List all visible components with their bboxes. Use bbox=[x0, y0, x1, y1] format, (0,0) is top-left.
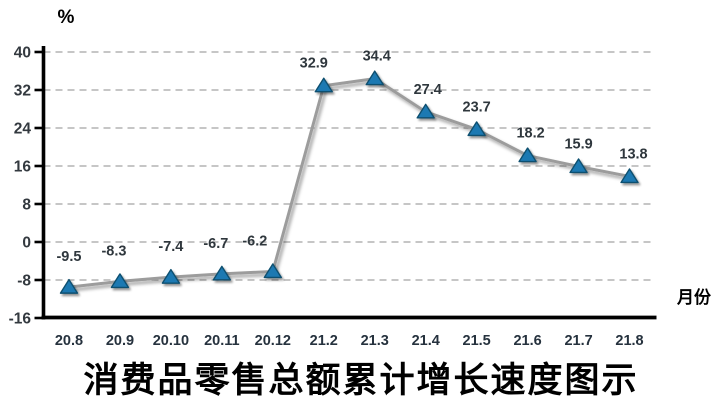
y-tick-label: 0 bbox=[22, 235, 31, 252]
x-tick-label: 20.10 bbox=[153, 333, 189, 349]
data-point-marker bbox=[314, 77, 333, 93]
x-tick-label: 20.11 bbox=[204, 333, 240, 349]
axes bbox=[34, 46, 657, 320]
x-tick-label: 21.6 bbox=[513, 333, 541, 349]
data-series-markers bbox=[59, 70, 639, 294]
y-axis-tick-labels: 40 32 24 16 8 0 -8 -16 bbox=[9, 45, 32, 328]
y-tick-label: -16 bbox=[9, 311, 32, 328]
data-label: -6.2 bbox=[242, 233, 267, 249]
data-point-marker bbox=[365, 70, 384, 86]
y-tick-label: -8 bbox=[17, 273, 31, 290]
data-point-marker bbox=[620, 168, 639, 184]
data-point-marker bbox=[467, 121, 486, 137]
x-tick-label: 21.3 bbox=[361, 333, 389, 349]
data-label: -6.7 bbox=[203, 236, 228, 252]
data-label: -8.3 bbox=[101, 243, 126, 259]
y-tick-label: 16 bbox=[14, 159, 32, 176]
data-labels: -9.5 -8.3 -7.4 -6.7 -6.2 32.9 34.4 27.4 23.7 18.2… bbox=[56, 49, 647, 266]
data-label: 32.9 bbox=[300, 56, 328, 72]
series-polyline bbox=[67, 77, 632, 289]
data-series-line bbox=[67, 77, 632, 289]
data-label: 34.4 bbox=[363, 49, 391, 65]
x-tick-label: 21.7 bbox=[564, 333, 592, 349]
x-tick-label: 21.5 bbox=[463, 333, 491, 349]
data-point-marker bbox=[110, 273, 130, 289]
x-tick-label: 21.2 bbox=[310, 333, 338, 349]
y-tick-label: 24 bbox=[14, 121, 32, 138]
x-tick-label: 21.4 bbox=[412, 333, 440, 349]
data-label: 18.2 bbox=[516, 126, 544, 142]
y-axis-unit-label: % bbox=[58, 7, 75, 28]
data-label: 15.9 bbox=[564, 136, 592, 152]
x-tick-label: 20.9 bbox=[106, 333, 134, 349]
data-point-marker bbox=[263, 263, 283, 279]
data-label: -9.5 bbox=[56, 249, 81, 265]
data-label: -7.4 bbox=[158, 239, 183, 255]
data-point-marker bbox=[212, 265, 232, 281]
x-tick-label: 20.8 bbox=[55, 333, 83, 349]
data-point-marker bbox=[569, 158, 588, 174]
x-tick-label: 21.8 bbox=[615, 333, 643, 349]
gridlines bbox=[43, 51, 655, 281]
data-point-marker bbox=[161, 268, 181, 284]
data-label: 23.7 bbox=[463, 99, 491, 115]
chart-title: 消费品零售总额累计增长速度图示 bbox=[83, 360, 638, 401]
y-tick-label: 40 bbox=[14, 45, 31, 62]
x-axis-tick-labels: 20.8 20.9 20.10 20.11 20.12 21.2 21.3 21.4 21.5 2… bbox=[55, 333, 644, 349]
data-label: 27.4 bbox=[414, 82, 442, 98]
y-tick-label: 32 bbox=[14, 83, 31, 100]
data-point-marker bbox=[59, 278, 79, 294]
x-tick-label: 20.12 bbox=[255, 333, 291, 349]
data-point-marker bbox=[416, 103, 435, 119]
y-tick-label: 8 bbox=[22, 197, 31, 214]
data-label: 13.8 bbox=[619, 146, 647, 162]
data-point-marker bbox=[518, 147, 537, 163]
x-axis-label: 月份 bbox=[676, 287, 712, 307]
